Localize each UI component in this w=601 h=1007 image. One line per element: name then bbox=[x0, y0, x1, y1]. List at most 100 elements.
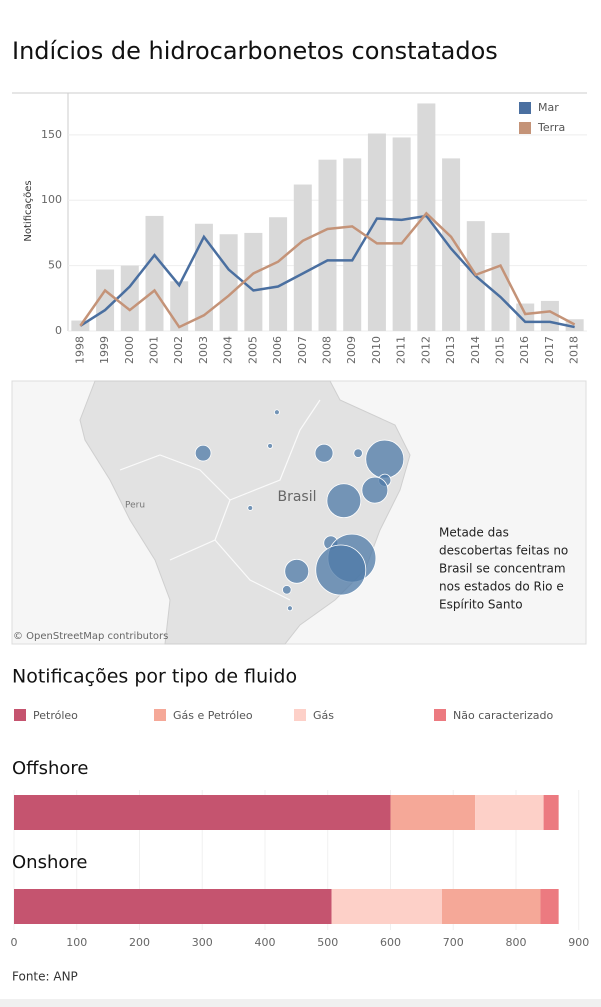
bar-segment bbox=[331, 889, 442, 924]
x-tick-label: 500 bbox=[317, 936, 338, 949]
category-label: Offshore bbox=[12, 758, 88, 779]
annotation: descobertas feitas no bbox=[439, 544, 568, 558]
bar bbox=[318, 159, 337, 331]
x-tick-label: 2001 bbox=[148, 336, 161, 364]
bar-segment bbox=[543, 795, 559, 830]
section-title: Notificações por tipo de fluido bbox=[12, 666, 297, 688]
y-tick-label: 150 bbox=[41, 128, 62, 141]
y-tick-label: 0 bbox=[55, 324, 62, 337]
bar bbox=[219, 234, 238, 331]
page-title: Indícios de hidrocarbonetos constatados bbox=[12, 37, 498, 65]
bubble bbox=[247, 505, 254, 511]
annotation: Metade das bbox=[439, 526, 509, 540]
legend-swatch bbox=[519, 102, 531, 114]
x-tick-label: 2002 bbox=[172, 336, 185, 364]
x-tick-label: 2005 bbox=[246, 336, 259, 364]
x-tick-label: 2003 bbox=[197, 336, 210, 364]
bubble bbox=[353, 448, 363, 458]
bubble bbox=[273, 409, 280, 416]
x-tick-label: 2017 bbox=[543, 336, 556, 364]
y-tick-label: 100 bbox=[41, 193, 62, 206]
bar bbox=[343, 158, 362, 331]
bar-segment bbox=[14, 795, 391, 830]
bar bbox=[516, 303, 535, 331]
bar bbox=[194, 223, 213, 331]
bar bbox=[491, 232, 510, 331]
legend-swatch bbox=[14, 709, 26, 721]
country-label: Peru bbox=[125, 501, 145, 511]
x-tick-label: 2010 bbox=[370, 336, 383, 364]
source: Fonte: ANP bbox=[12, 970, 78, 984]
x-tick-label: 900 bbox=[568, 936, 589, 949]
annotation: nos estados do Rio e bbox=[439, 580, 564, 594]
x-tick-label: 1999 bbox=[98, 336, 111, 364]
legend-swatch bbox=[294, 709, 306, 721]
bar-segment bbox=[441, 889, 541, 924]
bar-segment bbox=[390, 795, 476, 830]
bubble bbox=[282, 585, 292, 595]
x-tick-label: 2000 bbox=[123, 336, 136, 364]
bubble bbox=[326, 483, 362, 519]
y-tick-label: 50 bbox=[48, 259, 62, 272]
map-panel: Brasil Peru © OpenStreetMap contributors Me… bbox=[11, 380, 587, 645]
legend-label: Terra bbox=[537, 121, 565, 134]
country-label: Brasil bbox=[277, 489, 316, 505]
bar bbox=[120, 265, 139, 331]
x-tick-label: 300 bbox=[192, 936, 213, 949]
bubble bbox=[284, 558, 310, 584]
line-series bbox=[79, 214, 575, 329]
x-tick-label: 2012 bbox=[419, 336, 432, 364]
bubble bbox=[194, 444, 212, 462]
x-tick-label: 2011 bbox=[395, 336, 408, 364]
bar bbox=[442, 158, 461, 331]
x-tick-label: 600 bbox=[380, 936, 401, 949]
bar bbox=[565, 319, 584, 331]
category-label: Onshore bbox=[12, 852, 87, 873]
bar bbox=[145, 215, 164, 331]
x-tick-label: 2007 bbox=[296, 336, 309, 364]
x-tick-label: 800 bbox=[505, 936, 526, 949]
x-tick-label: 0 bbox=[11, 936, 18, 949]
x-tick-label: 2006 bbox=[271, 336, 284, 364]
legend-label: Mar bbox=[538, 101, 559, 114]
x-tick-label: 2008 bbox=[321, 336, 334, 364]
bar bbox=[367, 133, 386, 331]
x-tick-label: 1998 bbox=[73, 336, 86, 364]
bubble bbox=[267, 443, 273, 449]
annotation: Espírito Santo bbox=[439, 598, 523, 612]
legend-label: Gás bbox=[313, 709, 334, 722]
bar-segment bbox=[540, 889, 559, 924]
x-tick-label: 2016 bbox=[518, 336, 531, 364]
x-tick-label: 2004 bbox=[222, 336, 235, 364]
x-tick-label: 2015 bbox=[494, 336, 507, 364]
x-tick-label: 2013 bbox=[444, 336, 457, 364]
y-axis-title: Notificações bbox=[23, 180, 34, 241]
line-series bbox=[79, 211, 576, 329]
bubble bbox=[361, 476, 389, 504]
bubble bbox=[287, 605, 293, 612]
footer-strip bbox=[0, 999, 601, 1007]
bubble bbox=[315, 544, 367, 596]
bar bbox=[293, 184, 312, 331]
bar bbox=[392, 137, 411, 331]
annotation: Brasil se concentram bbox=[439, 562, 566, 576]
bar-segment bbox=[14, 889, 332, 924]
legend-label: Gás e Petróleo bbox=[173, 709, 253, 722]
legend-swatch bbox=[154, 709, 166, 721]
x-tick-label: 700 bbox=[443, 936, 464, 949]
bubble bbox=[314, 443, 334, 463]
legend-swatch bbox=[434, 709, 446, 721]
legend-swatch bbox=[519, 122, 531, 134]
x-tick-label: 100 bbox=[66, 936, 87, 949]
borders bbox=[119, 399, 321, 601]
bar bbox=[244, 232, 263, 331]
x-tick-label: 200 bbox=[129, 936, 150, 949]
bar bbox=[269, 217, 288, 331]
x-tick-label: 400 bbox=[254, 936, 275, 949]
legend-label: Não caracterizado bbox=[453, 709, 553, 722]
legend-label: Petróleo bbox=[33, 709, 78, 722]
bar bbox=[96, 269, 115, 331]
x-tick-label: 2018 bbox=[568, 336, 581, 364]
